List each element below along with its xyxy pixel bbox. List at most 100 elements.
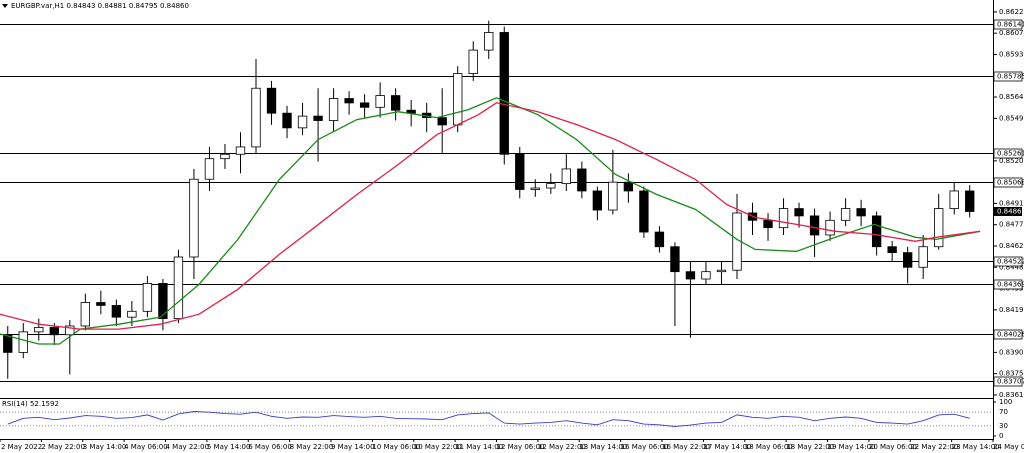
candle-body	[375, 95, 385, 108]
rsi-title: RSI(14) 52.1592	[2, 400, 59, 408]
candle-body	[96, 302, 106, 306]
candle-body	[840, 208, 851, 221]
candle-body	[390, 95, 401, 111]
level-label: 0.83707	[997, 378, 1024, 386]
y-tick-label: 0.86075	[999, 29, 1024, 37]
current-price-marker	[994, 207, 1022, 217]
moving-average	[0, 97, 981, 345]
candle-body	[3, 334, 13, 353]
x-tick-label: 17 May 14:00	[703, 443, 751, 451]
candle-body	[763, 219, 773, 229]
candle-body	[654, 231, 665, 248]
x-tick-label: 13 May 14:00	[579, 443, 627, 451]
candle-body	[251, 87, 261, 148]
candle-body	[809, 215, 820, 236]
current-price-label: 0.84860	[997, 208, 1024, 216]
candle-body	[359, 102, 370, 108]
candle-body	[794, 208, 804, 217]
candle-body	[142, 283, 153, 312]
rsi-tick-label: 0	[999, 432, 1003, 440]
candle-body	[453, 73, 463, 126]
candle-body	[49, 327, 59, 336]
moving-average	[0, 102, 981, 330]
candle-body	[561, 168, 571, 185]
candle-body	[670, 246, 680, 273]
rsi-tick-label: 30	[999, 422, 1008, 430]
candle-body	[716, 269, 727, 273]
x-tick-label: 24 May 06:00	[993, 443, 1024, 451]
candle-body	[328, 98, 339, 121]
candle-body	[282, 112, 292, 129]
level-label-box	[993, 376, 1023, 387]
candle-body	[949, 190, 959, 209]
candle-body	[34, 327, 44, 333]
x-tick-label: 4 May 22:00	[166, 443, 210, 451]
x-tick-label: 6 May 06:00	[248, 443, 292, 451]
level-label: 0.84026	[997, 331, 1024, 339]
x-tick-label: 22 May 22:00	[910, 443, 958, 451]
candle-body	[127, 310, 137, 318]
candle-body	[111, 305, 122, 318]
candle-body	[437, 117, 447, 126]
level-label-box	[993, 177, 1023, 188]
candle-body	[546, 183, 556, 189]
symbol-menu-icon[interactable]	[2, 4, 8, 8]
x-tick-label: 12 May 22:00	[538, 443, 586, 451]
candle-body	[499, 32, 509, 155]
candle-body	[173, 256, 184, 320]
candle-body	[297, 115, 308, 129]
candle-body	[965, 190, 975, 212]
x-tick-label: 10 May 22:00	[414, 443, 462, 451]
level-label: 0.84369	[997, 281, 1024, 289]
rsi-tick-label: 70	[999, 408, 1008, 416]
y-tick-label: 0.84625	[999, 242, 1024, 250]
candle-body	[887, 246, 897, 253]
y-tick-label: 0.85495	[999, 114, 1024, 122]
candle-body	[608, 181, 618, 211]
candle-body	[934, 208, 944, 248]
candle-body	[577, 168, 587, 192]
candle-body	[158, 283, 168, 320]
level-label-box	[993, 19, 1023, 30]
candle-body	[220, 153, 230, 160]
x-tick-label: 16 May 22:00	[662, 443, 710, 451]
candle-body	[778, 208, 789, 229]
chart-title: EURGBP.var,H1 0.84843 0.84881 0.84795 0.…	[11, 2, 189, 10]
level-label-box	[993, 71, 1023, 82]
x-tick-label: 12 May 06:00	[497, 443, 545, 451]
candle-body	[530, 187, 540, 190]
x-tick-label: 18 May 06:00	[745, 443, 793, 451]
x-tick-label: 23 May 14:00	[952, 443, 1000, 451]
candle-body	[235, 146, 246, 155]
x-tick-label: 16 May 06:00	[621, 443, 669, 451]
x-tick-label: 2 May 22:00	[41, 443, 85, 451]
level-label: 0.86141	[997, 21, 1024, 29]
x-tick-label: 10 May 06:00	[372, 443, 420, 451]
candle-body	[918, 246, 928, 268]
candle-body	[685, 271, 696, 280]
candle-body	[592, 190, 603, 211]
x-tick-label: 19 May 14:00	[828, 443, 876, 451]
level-label: 0.85261	[997, 150, 1024, 158]
x-tick-label: 5 May 14:00	[207, 443, 251, 451]
y-tick-label: 0.84915	[999, 199, 1024, 207]
candle-body	[468, 49, 478, 74]
rsi-line	[7, 411, 970, 427]
y-tick-label: 0.85205	[999, 157, 1024, 165]
x-tick-label: 20 May 06:00	[869, 443, 917, 451]
candle-body	[701, 271, 711, 280]
candle-body	[344, 98, 354, 104]
candle-body	[18, 331, 28, 353]
candle-body	[484, 32, 494, 51]
x-tick-label: 3 May 14:00	[83, 443, 127, 451]
candle-body	[80, 302, 91, 327]
candle-body	[623, 181, 634, 192]
x-tick-label: 11 May 14:00	[455, 443, 503, 451]
